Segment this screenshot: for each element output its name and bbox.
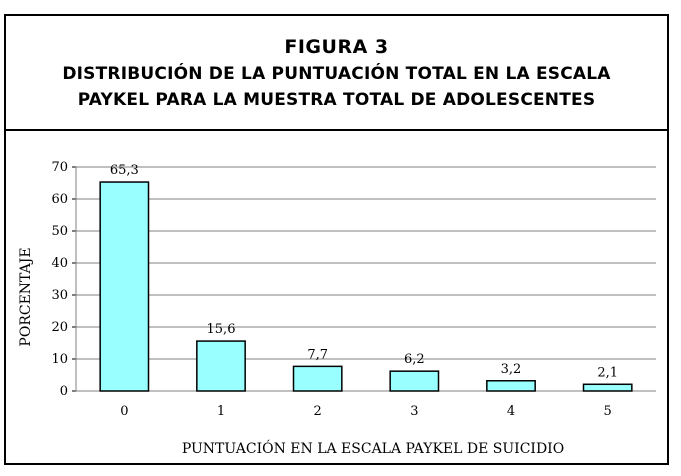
figure-title-line-2: PAYKEL PARA LA MUESTRA TOTAL DE ADOLESCE…	[77, 89, 596, 110]
y-tick-label: 50	[51, 224, 68, 239]
y-axis-title: PORCENTAJE	[18, 247, 34, 346]
bar-2	[292, 365, 343, 392]
bar-1	[196, 340, 246, 392]
bar-3	[389, 370, 440, 392]
x-axis-title: PUNTUACIÓN EN LA ESCALA PAYKEL DE SUICID…	[182, 439, 564, 457]
x-tick-label: 1	[217, 404, 225, 419]
y-tick-label: 10	[51, 352, 68, 367]
gridlines	[76, 166, 656, 360]
bar-5	[582, 383, 633, 392]
figure-frame: FIGURA 3 DISTRIBUCIÓN DE LA PUNTUACIÓN T…	[4, 14, 669, 465]
bar-chart: 0 10 20 30 40 50 60 70 0 1 2 3 4 5 65,3 15,6 7,7 6,2 3,2 2…	[18, 160, 656, 457]
data-label: 65,3	[110, 163, 139, 178]
x-tick-label: 3	[410, 404, 418, 419]
y-tick-label: 20	[51, 320, 68, 335]
x-tick-label: 0	[120, 404, 128, 419]
figure-title-line-1: DISTRIBUCIÓN DE LA PUNTUACIÓN TOTAL EN L…	[62, 63, 611, 84]
data-label: 2,1	[597, 365, 618, 380]
axes: 0 10 20 30 40 50 60 70 0 1 2 3 4 5	[51, 160, 656, 419]
x-tick-label: 5	[604, 404, 612, 419]
data-label: 6,2	[404, 352, 425, 367]
y-tick-label: 40	[51, 256, 68, 271]
bar-0	[99, 181, 150, 392]
x-tick-label: 2	[314, 404, 322, 419]
data-labels: 65,3 15,6 7,7 6,2 3,2 2,1	[110, 163, 618, 380]
x-tick-label: 4	[507, 404, 515, 419]
y-tick-label: 70	[51, 160, 68, 175]
y-tick-label: 60	[51, 192, 68, 207]
figure-label: FIGURA 3	[284, 35, 389, 58]
data-label: 7,7	[307, 347, 328, 362]
y-tick-label: 30	[51, 288, 68, 303]
figure-header: FIGURA 3 DISTRIBUCIÓN DE LA PUNTUACIÓN T…	[6, 16, 667, 131]
bar-4	[486, 380, 536, 392]
data-label: 3,2	[501, 362, 522, 377]
bars	[99, 181, 633, 392]
data-label: 15,6	[207, 322, 236, 337]
y-tick-label: 0	[60, 384, 68, 399]
